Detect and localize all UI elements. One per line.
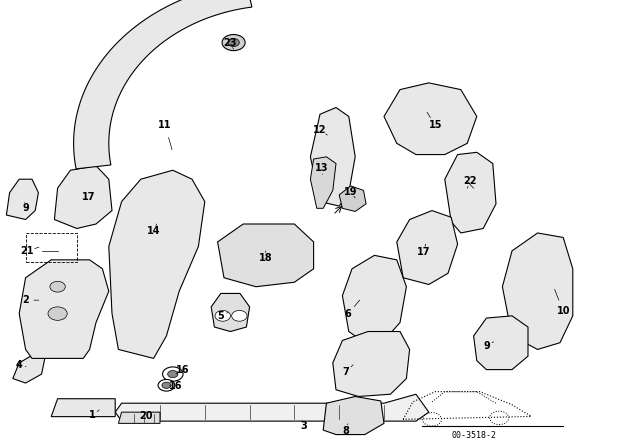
Text: 9: 9	[483, 341, 490, 351]
Circle shape	[222, 34, 245, 51]
Text: 5: 5	[218, 311, 224, 321]
Polygon shape	[445, 152, 496, 233]
Text: 7: 7	[342, 367, 349, 377]
Circle shape	[48, 307, 67, 320]
Text: 23: 23	[223, 38, 237, 47]
Text: 3: 3	[301, 421, 307, 431]
Circle shape	[232, 310, 247, 321]
Text: 12: 12	[313, 125, 327, 135]
Polygon shape	[51, 399, 115, 417]
Polygon shape	[13, 352, 45, 383]
Text: 9: 9	[22, 203, 29, 213]
Polygon shape	[6, 179, 38, 220]
Polygon shape	[211, 293, 250, 332]
Text: 6: 6	[344, 310, 351, 319]
Polygon shape	[74, 0, 252, 169]
Polygon shape	[333, 332, 410, 396]
Text: 10: 10	[556, 306, 570, 316]
Polygon shape	[115, 394, 429, 421]
Text: 1: 1	[90, 410, 96, 420]
Polygon shape	[109, 170, 205, 358]
Circle shape	[228, 39, 239, 47]
Circle shape	[168, 370, 178, 378]
Text: 11: 11	[158, 121, 172, 130]
Text: 17: 17	[417, 247, 431, 257]
Text: 20: 20	[139, 411, 153, 421]
Polygon shape	[310, 108, 355, 206]
Polygon shape	[339, 186, 366, 211]
Circle shape	[163, 367, 183, 381]
Polygon shape	[218, 224, 314, 287]
Text: 21: 21	[20, 246, 34, 256]
Circle shape	[158, 379, 175, 391]
Text: 8: 8	[342, 426, 349, 436]
Polygon shape	[384, 83, 477, 155]
Text: 15: 15	[428, 121, 442, 130]
Text: 16: 16	[175, 365, 189, 375]
Text: 00-3518-2: 00-3518-2	[451, 431, 496, 440]
Text: 22: 22	[463, 177, 477, 186]
Polygon shape	[310, 157, 336, 208]
Polygon shape	[118, 412, 160, 423]
Polygon shape	[397, 211, 458, 284]
Circle shape	[215, 310, 230, 321]
Text: 2: 2	[22, 295, 29, 305]
Text: 19: 19	[344, 187, 358, 197]
Polygon shape	[19, 260, 109, 358]
Circle shape	[50, 281, 65, 292]
Text: 4: 4	[16, 360, 22, 370]
Text: 18: 18	[259, 253, 273, 263]
Polygon shape	[502, 233, 573, 349]
Circle shape	[162, 382, 171, 388]
Text: 14: 14	[147, 226, 161, 236]
Text: 16: 16	[169, 381, 183, 391]
Polygon shape	[342, 255, 406, 340]
Polygon shape	[54, 166, 112, 228]
Text: 13: 13	[314, 163, 328, 173]
Polygon shape	[474, 316, 528, 370]
Polygon shape	[323, 396, 384, 435]
Text: 17: 17	[81, 192, 95, 202]
